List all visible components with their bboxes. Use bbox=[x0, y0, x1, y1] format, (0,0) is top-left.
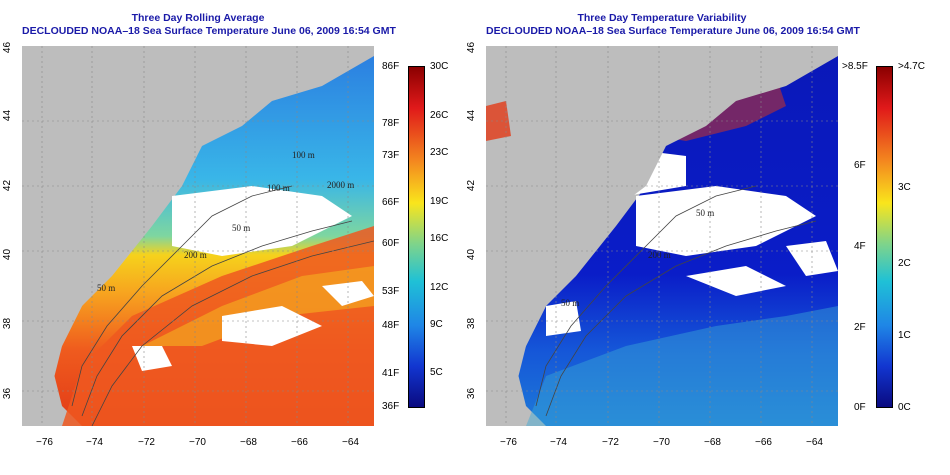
contour-label: 100 m bbox=[267, 183, 290, 193]
right-map-subtitle: DECLOUDED NOAA–18 Sea Surface Temperatur… bbox=[486, 25, 860, 37]
variability-colorbar bbox=[876, 66, 893, 408]
contour-label: 100 m bbox=[292, 150, 315, 160]
sst-average-map: 100 m 100 m 2000 m 50 m 200 m 50 m bbox=[22, 46, 374, 426]
land-mass bbox=[486, 46, 838, 426]
isobath-50m bbox=[535, 185, 757, 407]
contour-label: 50 m bbox=[696, 208, 714, 218]
contour-label: 50 m bbox=[561, 298, 579, 308]
isobath-2000m bbox=[91, 240, 374, 426]
contour-label: 200 m bbox=[184, 250, 207, 260]
contour-label: 200 m bbox=[648, 250, 671, 260]
land-mass bbox=[22, 46, 374, 426]
contour-label: 50 m bbox=[97, 283, 115, 293]
contour-label: 2000 m bbox=[327, 180, 354, 190]
contour-label: 50 m bbox=[232, 223, 250, 233]
isobath-200m bbox=[545, 220, 817, 417]
isobath-200m bbox=[81, 220, 353, 417]
left-map-title: Three Day Rolling Average bbox=[131, 12, 265, 24]
sst-variability-map: 50 m 200 m 50 m bbox=[486, 46, 838, 426]
right-map-title: Three Day Temperature Variability bbox=[577, 12, 747, 24]
left-map-subtitle: DECLOUDED NOAA–18 Sea Surface Temperatur… bbox=[22, 25, 396, 37]
cloud-patch bbox=[172, 186, 352, 256]
isobath-50m bbox=[71, 185, 293, 407]
sst-colorbar bbox=[408, 66, 425, 408]
cloud-patch bbox=[636, 186, 816, 256]
